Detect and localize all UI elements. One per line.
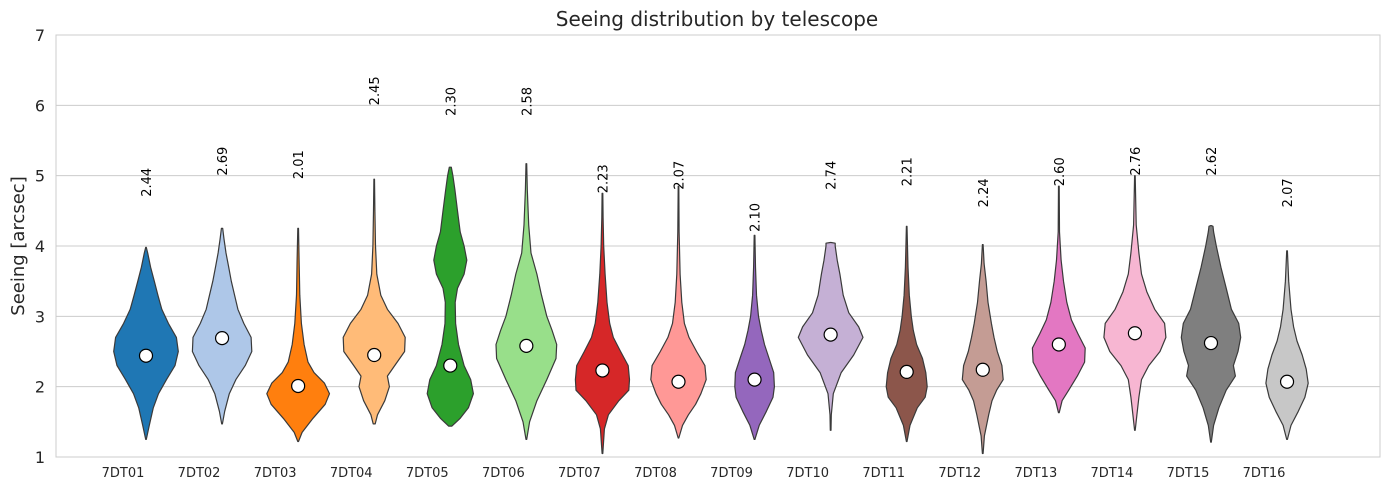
y-tick-label: 3: [35, 307, 45, 326]
x-tick-label: 7DT11: [862, 466, 905, 481]
x-tick-label: 7DT08: [634, 466, 677, 481]
violins: [113, 163, 1309, 455]
violin-7dt09: [734, 234, 775, 440]
median-marker: [1279, 374, 1295, 389]
violin-7dt03: [266, 227, 331, 443]
violin-7dt01: [113, 246, 179, 440]
y-tick-labels: 1 2 3 4 5 6 7: [35, 26, 45, 467]
violin-7dt04: [342, 178, 406, 425]
violin-7dt11: [885, 225, 928, 443]
median-label: 2.24: [977, 178, 992, 207]
median-marker: [1051, 337, 1066, 352]
median-label: 2.74: [825, 161, 840, 190]
violin-7dt07: [574, 192, 631, 455]
violin-7dt13: [1031, 185, 1086, 414]
median-label: 2.44: [140, 168, 155, 197]
median-marker: [1127, 326, 1143, 341]
median-label: 2.58: [520, 87, 535, 116]
median-marker: [899, 364, 914, 379]
x-tick-label: 7DT10: [786, 466, 829, 481]
median-marker: [975, 362, 990, 377]
median-label: 2.01: [292, 150, 307, 179]
grid-lines: [56, 34, 1380, 458]
median-marker: [519, 338, 534, 353]
y-tick-label: 5: [35, 167, 45, 186]
violin-7dt08: [650, 185, 707, 439]
median-marker: [214, 331, 230, 346]
median-marker: [367, 347, 382, 363]
plot-frame: [55, 34, 1381, 458]
violin-7dt06: [495, 163, 558, 440]
violin-7dt05: [426, 166, 474, 427]
x-tick-label: 7DT03: [254, 466, 297, 481]
median-label: 2.62: [1205, 147, 1220, 176]
median-labels: 2.44 2.69 2.01 2.45 2.30 2.58 2.23 2.07 2.10 2.74…: [140, 76, 1296, 232]
median-label: 2.76: [1129, 147, 1144, 176]
x-tick-label: 7DT04: [330, 466, 373, 481]
median-marker: [823, 327, 838, 342]
median-markers: [138, 326, 1295, 394]
median-label: 2.07: [1281, 178, 1296, 207]
y-tick-label: 2: [35, 378, 45, 397]
median-label: 2.30: [444, 87, 459, 116]
violin-7dt12: [961, 244, 1004, 455]
median-marker: [595, 363, 610, 378]
x-tick-label: 7DT09: [710, 466, 753, 481]
median-marker: [747, 372, 762, 387]
x-tick-label: 7DT16: [1243, 466, 1286, 481]
y-tick-label: 6: [35, 96, 45, 115]
median-label: 2.69: [216, 147, 231, 176]
median-label: 2.10: [749, 203, 764, 232]
x-tick-label: 7DT02: [178, 466, 221, 481]
y-tick-label: 4: [35, 237, 45, 256]
median-marker: [671, 374, 686, 389]
y-tick-label: 7: [35, 26, 45, 45]
median-marker: [138, 348, 154, 363]
violin-7dt14: [1103, 175, 1167, 431]
x-tick-label: 7DT13: [1014, 466, 1057, 481]
median-label: 2.60: [1053, 157, 1068, 186]
violin-7dt15: [1180, 225, 1242, 443]
median-marker: [291, 378, 306, 394]
violin-7dt16: [1265, 250, 1309, 440]
median-label: 2.23: [596, 164, 611, 193]
x-tick-label: 7DT15: [1167, 466, 1210, 481]
median-label: 2.07: [672, 161, 687, 190]
median-label: 2.45: [368, 76, 383, 105]
y-tick-label: 1: [35, 448, 45, 467]
median-marker: [443, 358, 458, 373]
median-label: 2.21: [901, 157, 916, 186]
x-tick-label: 7DT05: [406, 466, 449, 481]
x-tick-label: 7DT06: [482, 466, 525, 481]
x-tick-labels: 7DT01 7DT02 7DT03 7DT04 7DT05 7DT06 7DT07 7DT08…: [102, 466, 1286, 481]
y-axis-label: Seeing [arcsec]: [8, 176, 29, 315]
x-tick-label: 7DT12: [938, 466, 981, 481]
x-tick-label: 7DT01: [102, 466, 145, 481]
violin-7dt02: [191, 227, 253, 425]
median-marker: [1203, 335, 1219, 351]
x-tick-label: 7DT14: [1091, 466, 1134, 481]
chart-title: Seeing distribution by telescope: [556, 7, 878, 31]
x-tick-label: 7DT07: [558, 466, 601, 481]
